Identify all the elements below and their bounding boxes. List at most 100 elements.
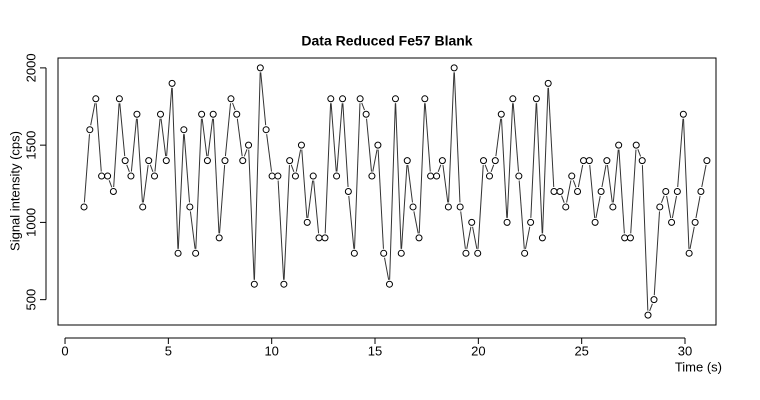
connector bbox=[290, 164, 295, 173]
connector bbox=[477, 165, 484, 249]
point bbox=[685, 249, 693, 257]
connector bbox=[166, 87, 173, 157]
connector bbox=[506, 103, 514, 218]
point bbox=[327, 95, 335, 103]
point bbox=[92, 95, 100, 103]
plot-box bbox=[57, 57, 717, 326]
connector bbox=[601, 164, 607, 188]
point bbox=[403, 157, 411, 165]
point bbox=[245, 141, 253, 149]
point bbox=[527, 218, 535, 226]
point bbox=[309, 172, 317, 180]
connector bbox=[243, 149, 248, 157]
point bbox=[462, 249, 470, 257]
point bbox=[104, 172, 112, 180]
connector bbox=[342, 103, 349, 188]
point bbox=[474, 249, 482, 257]
x-tick-label: 5 bbox=[165, 343, 172, 358]
connector bbox=[561, 195, 565, 203]
connector bbox=[366, 118, 372, 172]
point bbox=[162, 157, 170, 165]
connector bbox=[595, 195, 601, 219]
connector bbox=[389, 103, 396, 280]
connector bbox=[577, 164, 584, 188]
point bbox=[591, 218, 599, 226]
connector bbox=[448, 72, 455, 203]
point bbox=[679, 110, 687, 118]
point bbox=[585, 157, 593, 165]
point bbox=[215, 234, 223, 242]
connector bbox=[207, 118, 214, 157]
connector bbox=[313, 180, 320, 234]
connector bbox=[126, 164, 130, 173]
connector bbox=[260, 72, 267, 126]
connector bbox=[460, 211, 466, 249]
connector bbox=[142, 164, 149, 203]
x-tick-label: 30 bbox=[678, 343, 692, 358]
connector bbox=[212, 118, 220, 234]
connector bbox=[201, 118, 208, 157]
point bbox=[409, 203, 417, 211]
point bbox=[621, 234, 629, 242]
point bbox=[450, 64, 458, 72]
point bbox=[80, 203, 88, 211]
point bbox=[691, 218, 699, 226]
connector bbox=[113, 103, 120, 188]
point bbox=[374, 141, 382, 149]
connector bbox=[612, 149, 619, 203]
point bbox=[157, 110, 165, 118]
connector bbox=[232, 102, 236, 111]
point bbox=[303, 218, 311, 226]
connector bbox=[301, 149, 308, 218]
y-tick-label: 1500 bbox=[23, 131, 38, 160]
point bbox=[638, 157, 646, 165]
point bbox=[339, 95, 347, 103]
x-tick-label: 0 bbox=[61, 343, 68, 358]
point bbox=[556, 188, 564, 195]
connector bbox=[536, 103, 543, 234]
connector bbox=[266, 134, 273, 172]
connector bbox=[677, 118, 684, 188]
point bbox=[415, 234, 423, 242]
y-tick-label: 2000 bbox=[23, 53, 38, 82]
point bbox=[468, 218, 476, 226]
point bbox=[433, 172, 441, 180]
connector bbox=[530, 103, 537, 218]
point bbox=[262, 126, 270, 134]
point bbox=[497, 110, 505, 118]
point bbox=[538, 234, 546, 242]
connector bbox=[606, 164, 613, 203]
connector bbox=[130, 118, 138, 172]
connector bbox=[119, 103, 126, 157]
connector bbox=[442, 164, 449, 203]
connector bbox=[330, 103, 337, 172]
point bbox=[286, 157, 294, 165]
point bbox=[209, 110, 217, 118]
point bbox=[250, 280, 258, 288]
point bbox=[673, 188, 681, 195]
point bbox=[550, 188, 558, 195]
connector bbox=[154, 118, 161, 172]
connector bbox=[195, 118, 202, 249]
y-tick-label: 500 bbox=[23, 289, 38, 311]
connector bbox=[547, 87, 555, 188]
point bbox=[515, 172, 523, 180]
point bbox=[115, 95, 123, 103]
connector bbox=[283, 165, 290, 280]
point bbox=[274, 172, 282, 180]
point bbox=[391, 95, 399, 103]
point bbox=[486, 172, 494, 180]
point bbox=[368, 172, 376, 180]
point bbox=[444, 203, 452, 211]
point bbox=[333, 172, 341, 180]
connector bbox=[618, 149, 625, 234]
x-tick-label: 10 bbox=[264, 343, 278, 358]
connector bbox=[689, 226, 695, 249]
point bbox=[151, 172, 159, 180]
connector bbox=[660, 195, 665, 203]
connector bbox=[671, 195, 678, 219]
connector bbox=[83, 134, 90, 203]
connector bbox=[512, 103, 519, 172]
connector bbox=[253, 72, 261, 280]
point bbox=[609, 203, 617, 211]
